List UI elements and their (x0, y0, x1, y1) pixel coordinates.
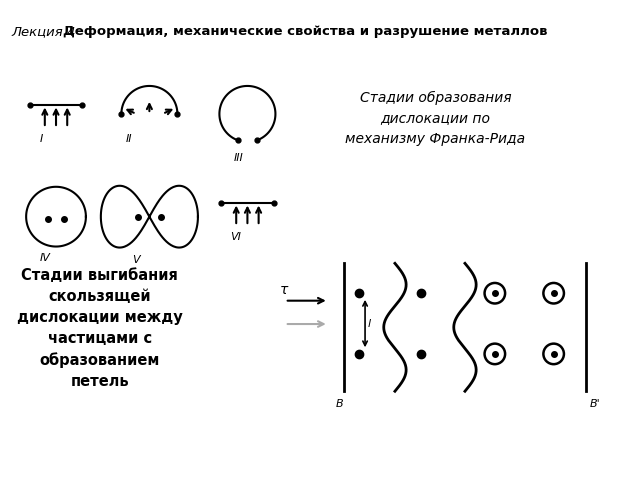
Text: Стадии выгибания
скользящей
дислокации между
частицами с
образованием
петель: Стадии выгибания скользящей дислокации м… (17, 268, 182, 389)
Text: Лекция 4: Лекция 4 (12, 25, 76, 38)
Text: I: I (39, 134, 42, 144)
Text: Деформация, механические свойства и разрушение металлов: Деформация, механические свойства и разр… (63, 25, 548, 38)
Text: IV: IV (39, 252, 50, 263)
Text: B: B (336, 399, 344, 409)
Text: τ: τ (280, 283, 289, 297)
Text: VI: VI (230, 232, 241, 242)
Text: l: l (368, 319, 371, 329)
Text: II: II (126, 134, 132, 144)
Text: Стадии образования
дислокации по
механизму Франка-Рида: Стадии образования дислокации по механиз… (346, 91, 525, 146)
Text: B': B' (590, 399, 601, 409)
Text: III: III (234, 153, 243, 163)
Text: V: V (132, 255, 140, 265)
